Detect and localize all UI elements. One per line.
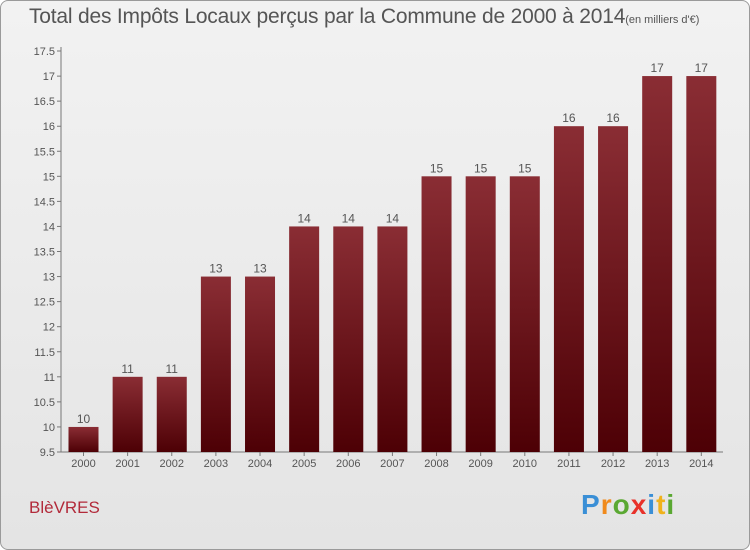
data-label: 16	[562, 111, 576, 125]
y-tick-label: 15.5	[34, 146, 55, 158]
bar	[686, 76, 717, 452]
bar	[598, 126, 629, 452]
chart-title-text: Total des Impôts Locaux perçus par la Co…	[29, 5, 626, 28]
y-tick-label: 13	[43, 272, 55, 284]
bar	[465, 176, 496, 452]
data-label: 13	[253, 262, 267, 276]
bar	[333, 226, 364, 452]
bar	[200, 276, 231, 452]
y-tick-label: 12	[43, 322, 55, 334]
data-label: 14	[297, 211, 311, 225]
data-label: 13	[209, 262, 223, 276]
bar	[245, 276, 276, 452]
y-tick-label: 13.5	[34, 247, 55, 259]
y-tick-label: 15	[43, 171, 55, 183]
y-tick-label: 9.5	[40, 447, 55, 459]
x-tick-label: 2001	[115, 458, 139, 470]
data-label: 17	[651, 61, 665, 75]
y-tick-label: 10	[43, 422, 55, 434]
y-tick-label: 17.5	[34, 46, 55, 58]
x-tick-label: 2005	[292, 458, 316, 470]
x-tick-label: 2008	[424, 458, 448, 470]
chart-title: Total des Impôts Locaux perçus par la Co…	[29, 5, 699, 29]
bar	[289, 226, 320, 452]
data-label: 15	[474, 161, 488, 175]
x-tick-label: 2002	[160, 458, 184, 470]
x-axis: 2000 2001 2002 2003 2004 2005 2006 2007 2008 2009…	[61, 451, 723, 470]
y-tick-label: 16	[43, 121, 55, 133]
data-label: 14	[342, 211, 356, 225]
x-tick-label: 2010	[513, 458, 537, 470]
bar	[156, 376, 187, 452]
bars-group	[68, 76, 717, 452]
y-tick-label: 16.5	[34, 96, 55, 108]
bar	[642, 76, 673, 452]
bar	[509, 176, 540, 452]
bar	[112, 376, 143, 452]
data-label: 11	[166, 362, 179, 376]
x-tick-label: 2013	[645, 458, 669, 470]
y-axis: 9.5 10 10.5 11 11.5 12 12.5 13 13.5 14 14.5 15 15.5 1…	[34, 46, 62, 459]
data-label: 10	[77, 412, 91, 426]
y-tick-label: 17	[43, 71, 55, 83]
proxiti-logo[interactable]: Proxiti	[581, 489, 676, 520]
data-label: 15	[518, 161, 532, 175]
bar	[68, 426, 99, 452]
x-tick-label: 2004	[248, 458, 272, 470]
data-label: 11	[121, 362, 134, 376]
y-tick-label: 11	[44, 372, 55, 384]
x-tick-label: 2003	[204, 458, 228, 470]
y-tick-label: 14	[43, 221, 55, 233]
data-label: 17	[695, 61, 709, 75]
data-label: 15	[430, 161, 444, 175]
y-tick-label: 11.5	[34, 347, 55, 359]
x-tick-label: 2009	[468, 458, 492, 470]
bar	[553, 126, 584, 452]
commune-name: BlèVRES	[29, 498, 100, 517]
data-label: 16	[606, 111, 620, 125]
data-labels-group: 10 11 11 13 13 14 14 14 15 15 15 16 16 17 17	[77, 61, 708, 426]
chart-unit: (en milliers d'€)	[625, 14, 700, 26]
x-tick-label: 2012	[601, 458, 625, 470]
x-tick-label: 2000	[71, 458, 95, 470]
x-tick-label: 2007	[380, 458, 404, 470]
data-label: 14	[386, 211, 400, 225]
y-tick-label: 14.5	[34, 196, 55, 208]
y-tick-label: 10.5	[34, 397, 55, 409]
x-tick-label: 2014	[689, 458, 713, 470]
x-tick-label: 2011	[557, 458, 581, 470]
bar	[377, 226, 408, 452]
y-tick-label: 12.5	[34, 297, 55, 309]
bar	[421, 176, 452, 452]
x-tick-label: 2006	[336, 458, 360, 470]
